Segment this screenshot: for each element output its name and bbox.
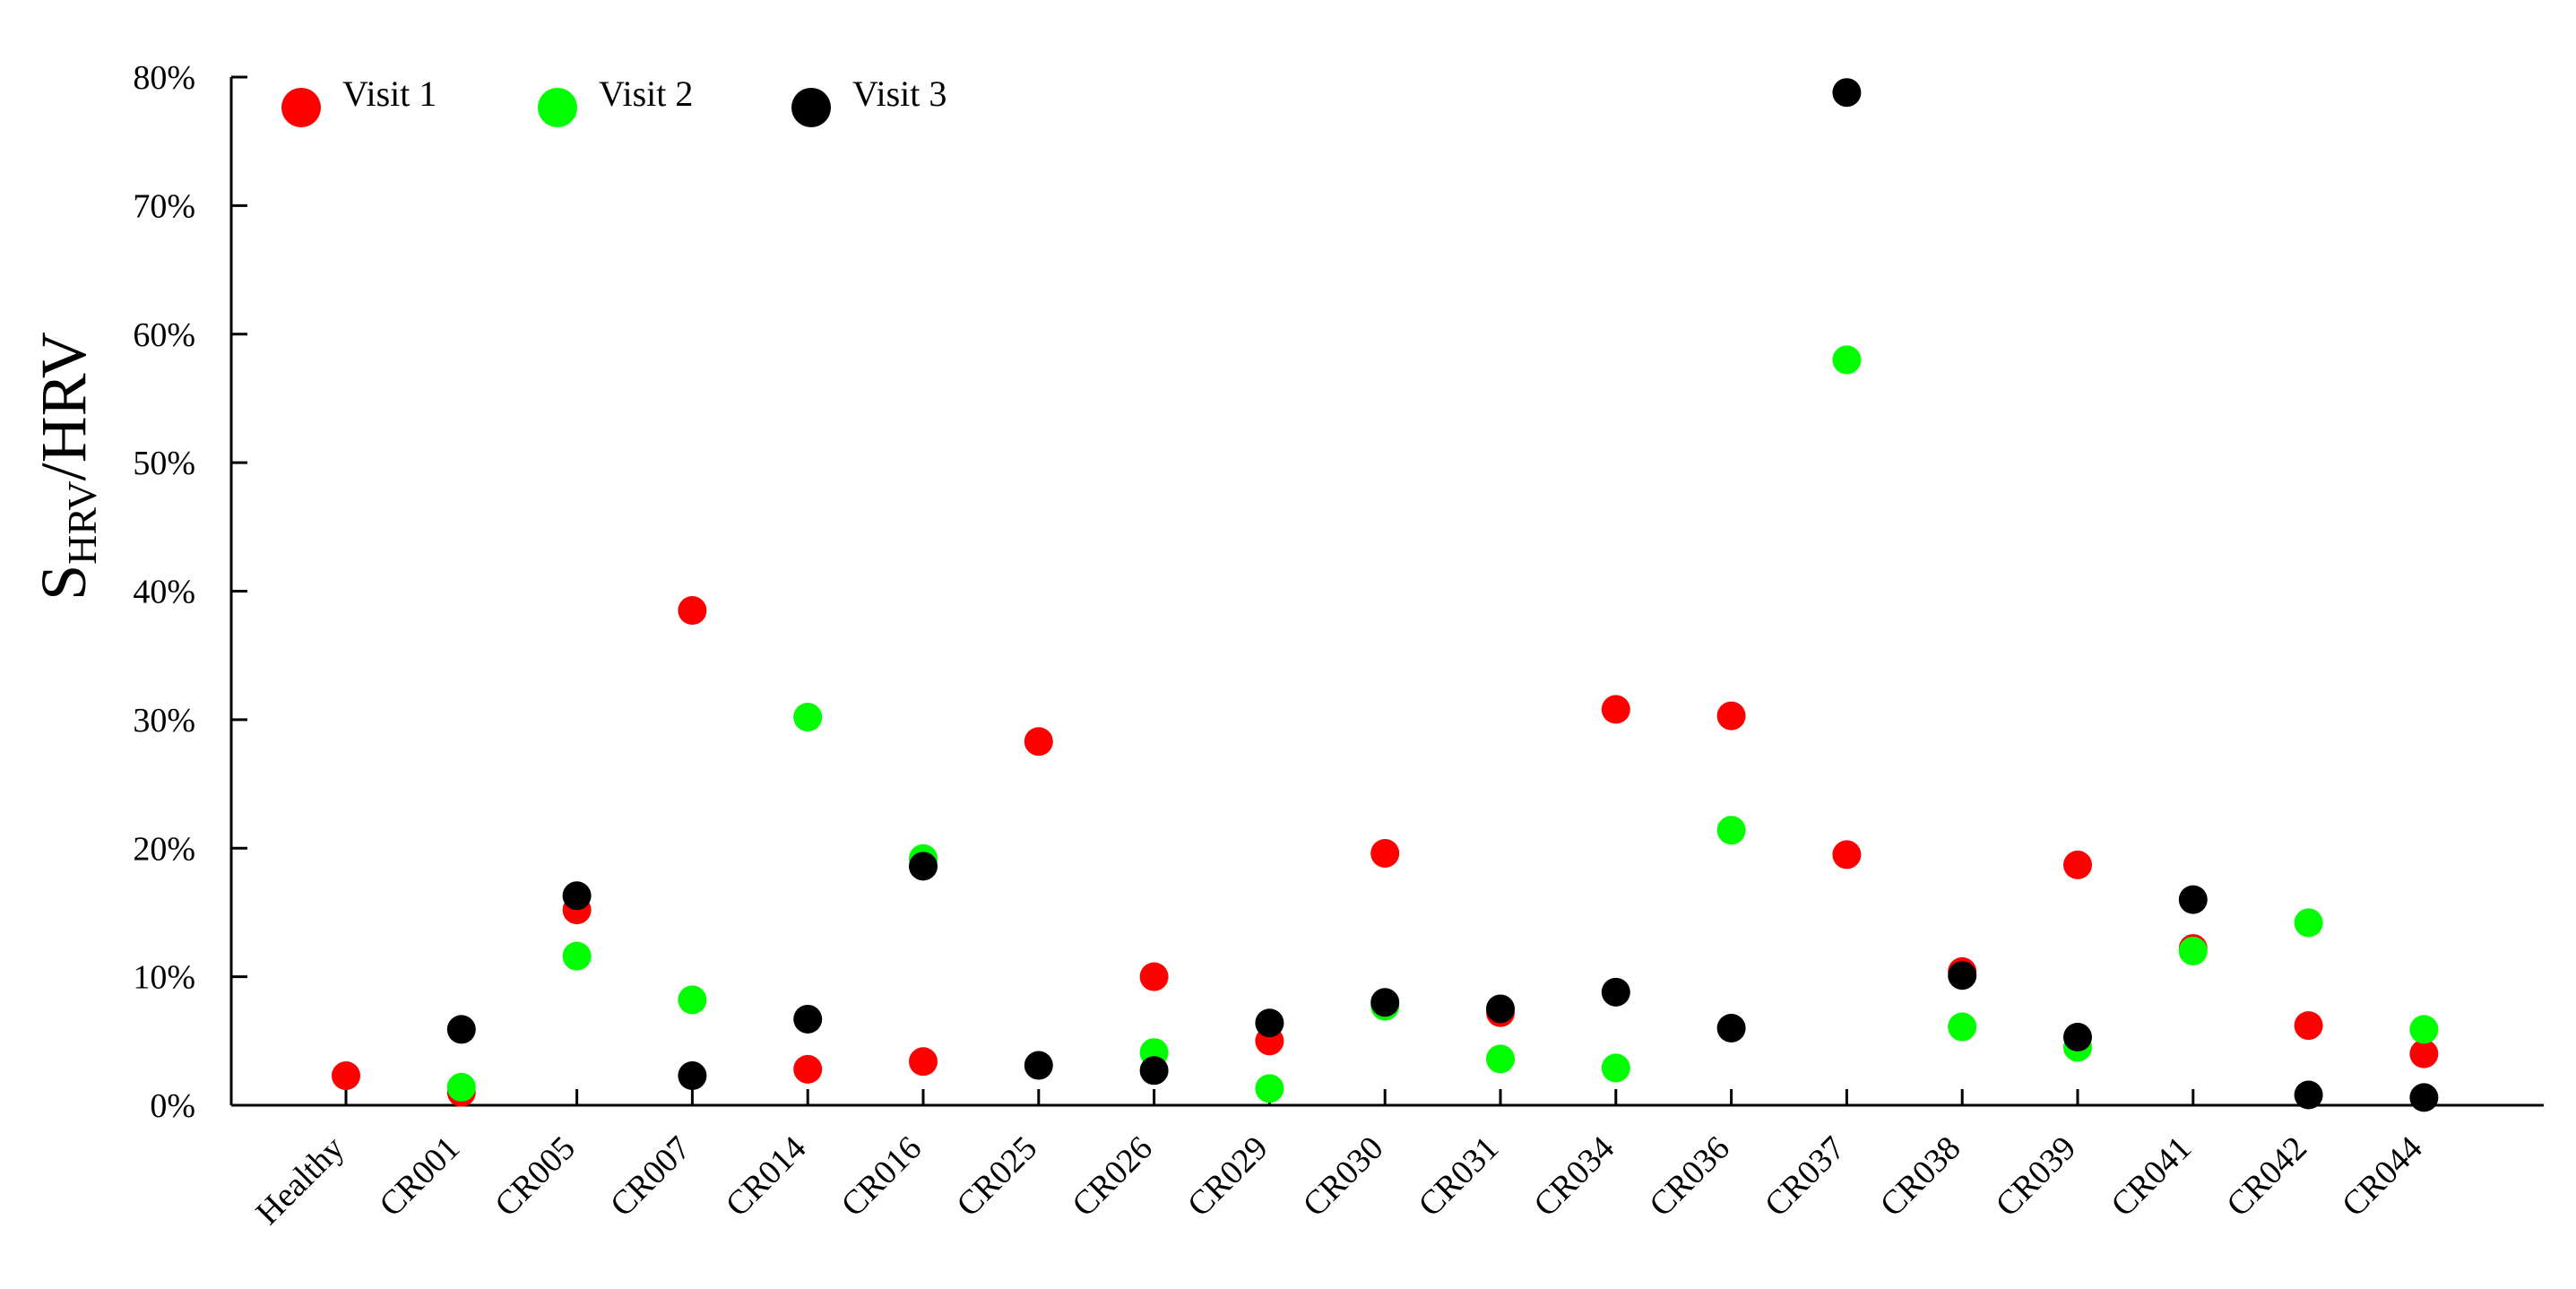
legend: Visit 1 Visit 2 Visit 3 — [281, 74, 947, 127]
x-tick-label: CR007 — [603, 1129, 698, 1224]
data-point — [1255, 1008, 1284, 1038]
svg-text:SHRV/HRV: SHRV/HRV — [28, 332, 105, 601]
y-tick-label: 60% — [133, 316, 195, 354]
y-tick-label: 80% — [133, 59, 195, 97]
data-point — [1024, 1051, 1053, 1080]
data-point — [1370, 838, 1400, 868]
x-tick-label: CR016 — [834, 1129, 929, 1224]
x-tick-label: CR031 — [1412, 1129, 1507, 1224]
x-tick-label: CR001 — [372, 1129, 467, 1224]
y-tick-label: 50% — [133, 445, 195, 482]
data-point — [1370, 988, 1400, 1017]
data-point — [446, 1015, 476, 1044]
legend-label: Visit 1 — [342, 74, 437, 114]
y-axis-label-subscript: HRV — [59, 480, 105, 564]
data-point — [2294, 908, 2323, 938]
y-tick-label: 10% — [133, 959, 195, 997]
data-point — [1255, 1074, 1284, 1103]
data-point — [1601, 695, 1630, 724]
data-point — [1024, 727, 1053, 757]
data-point — [1601, 1053, 1630, 1083]
data-point — [1486, 994, 1515, 1024]
y-axis-ticks: 0% 10% 20% 30% 40% 50% 60% 70% 80% — [133, 59, 247, 1125]
data-point — [1139, 962, 1169, 991]
x-tick-label: CR005 — [488, 1129, 583, 1224]
data-point — [793, 703, 823, 732]
y-tick-label: 30% — [133, 702, 195, 740]
series-visit-1 — [332, 596, 2439, 1107]
x-tick-label: CR029 — [1180, 1129, 1275, 1224]
data-point — [1948, 961, 1977, 991]
data-point — [793, 1054, 823, 1084]
x-tick-label: CR026 — [1065, 1129, 1160, 1224]
data-point — [678, 985, 707, 1015]
x-tick-label: CR042 — [2219, 1129, 2314, 1224]
data-point — [678, 1061, 707, 1091]
data-point — [446, 1072, 476, 1102]
legend-label: Visit 2 — [599, 74, 693, 114]
y-tick-label: 20% — [133, 830, 195, 868]
data-point — [2178, 885, 2208, 914]
x-tick-label: CR030 — [1296, 1129, 1391, 1224]
data-point — [2178, 936, 2208, 965]
data-point — [909, 1047, 938, 1077]
legend-marker — [791, 88, 831, 127]
data-point — [1716, 1013, 1746, 1042]
data-point — [562, 881, 592, 911]
data-point — [2409, 1083, 2439, 1112]
x-tick-label: CR034 — [1526, 1129, 1621, 1224]
legend-marker — [538, 88, 577, 127]
data-point — [1948, 1012, 1977, 1042]
data-point — [2063, 1023, 2092, 1052]
y-tick-label: 0% — [150, 1087, 195, 1125]
x-axis-ticks: Healthy CR001 CR005 CR007 CR014 CR016 CR025 CR0… — [249, 1089, 2430, 1232]
y-axis-label-main: S — [28, 565, 99, 601]
x-tick-label: CR025 — [949, 1129, 1044, 1224]
data-point — [1832, 345, 1862, 375]
x-tick-label: CR014 — [719, 1129, 814, 1224]
data-point — [1832, 78, 1862, 108]
data-point — [562, 941, 592, 971]
x-tick-label: CR038 — [1873, 1129, 1968, 1224]
data-points — [332, 78, 2439, 1112]
data-point — [2409, 1039, 2439, 1068]
y-axis-label: SHRV/HRV — [28, 332, 105, 601]
legend-label: Visit 3 — [852, 74, 947, 114]
data-point — [2294, 1011, 2323, 1041]
x-tick-label: CR039 — [1989, 1129, 2084, 1224]
data-point — [793, 1004, 823, 1034]
data-point — [1486, 1044, 1515, 1074]
series-visit-2 — [446, 345, 2439, 1103]
x-tick-label: CR041 — [2104, 1129, 2199, 1224]
data-point — [1832, 840, 1862, 869]
x-tick-label: CR036 — [1642, 1129, 1737, 1224]
x-tick-label: Healthy — [249, 1129, 352, 1233]
data-point — [2063, 850, 2092, 879]
y-tick-label: 40% — [133, 574, 195, 611]
y-tick-label: 70% — [133, 187, 195, 225]
data-point — [1139, 1056, 1169, 1086]
data-point — [2294, 1080, 2323, 1110]
series-visit-3 — [446, 78, 2439, 1112]
legend-marker — [281, 88, 321, 127]
y-axis-label-suffix: /HRV — [28, 332, 99, 480]
data-point — [2409, 1015, 2439, 1044]
data-point — [1601, 977, 1630, 1007]
data-point — [678, 596, 707, 626]
data-point — [1716, 816, 1746, 845]
data-point — [1716, 701, 1746, 731]
data-point — [332, 1061, 360, 1091]
x-tick-label: CR037 — [1758, 1129, 1853, 1224]
data-point — [909, 852, 938, 881]
x-tick-label: CR044 — [2335, 1129, 2430, 1224]
